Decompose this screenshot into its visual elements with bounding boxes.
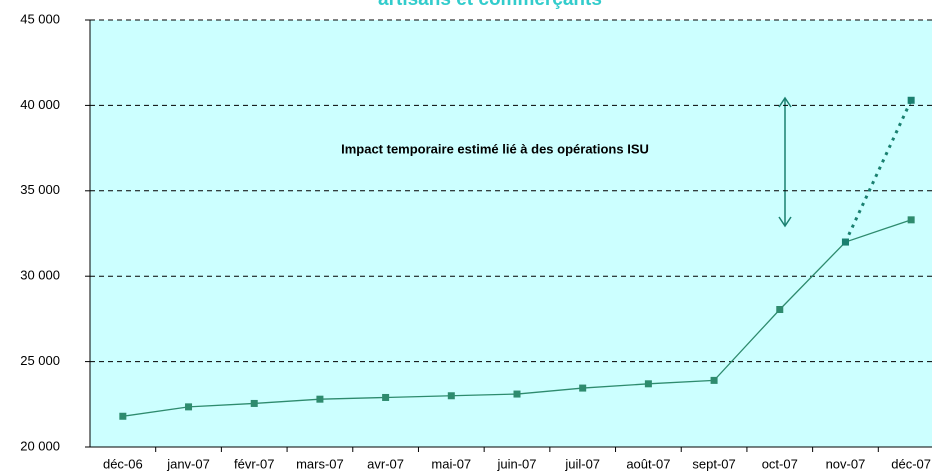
impact-arrow: [778, 96, 792, 228]
point: [250, 399, 258, 407]
point: [119, 412, 127, 420]
x-tick-label: nov-07: [826, 456, 866, 471]
point: [447, 392, 455, 400]
plot-area: [90, 20, 932, 447]
point: [907, 216, 915, 224]
x-tick-label: janv-07: [166, 456, 210, 471]
x-tick-label: déc-06: [103, 456, 143, 471]
point: [907, 96, 915, 104]
y-tick-label: 35 000: [20, 182, 60, 197]
x-tick-label: juin-07: [496, 456, 536, 471]
x-tick-label: sept-07: [692, 456, 735, 471]
point: [382, 393, 390, 401]
y-tick-label: 30 000: [20, 268, 60, 283]
point: [316, 395, 324, 403]
point: [579, 384, 587, 392]
point: [513, 390, 521, 398]
x-tick-label: mai-07: [431, 456, 471, 471]
y-tick-label: 45 000: [20, 11, 60, 26]
point: [185, 403, 193, 411]
x-tick-label: juil-07: [564, 456, 600, 471]
point: [710, 376, 718, 384]
point: [776, 306, 784, 314]
series-line: [844, 99, 913, 243]
point: [841, 238, 849, 246]
chart-title: artisans et commerçants: [378, 0, 602, 10]
x-tick-label: févr-07: [234, 456, 274, 471]
x-tick-label: oct-07: [762, 456, 798, 471]
x-tick-label: avr-07: [367, 456, 404, 471]
point: [644, 380, 652, 388]
x-tick-label: déc-07: [891, 456, 931, 471]
annotation: Impact temporaire estimé lié à des opéra…: [341, 141, 649, 156]
y-tick-label: 20 000: [20, 438, 60, 453]
x-tick-label: août-07: [626, 456, 670, 471]
x-tick-label: mars-07: [296, 456, 344, 471]
y-tick-label: 25 000: [20, 353, 60, 368]
y-tick-label: 40 000: [20, 97, 60, 112]
